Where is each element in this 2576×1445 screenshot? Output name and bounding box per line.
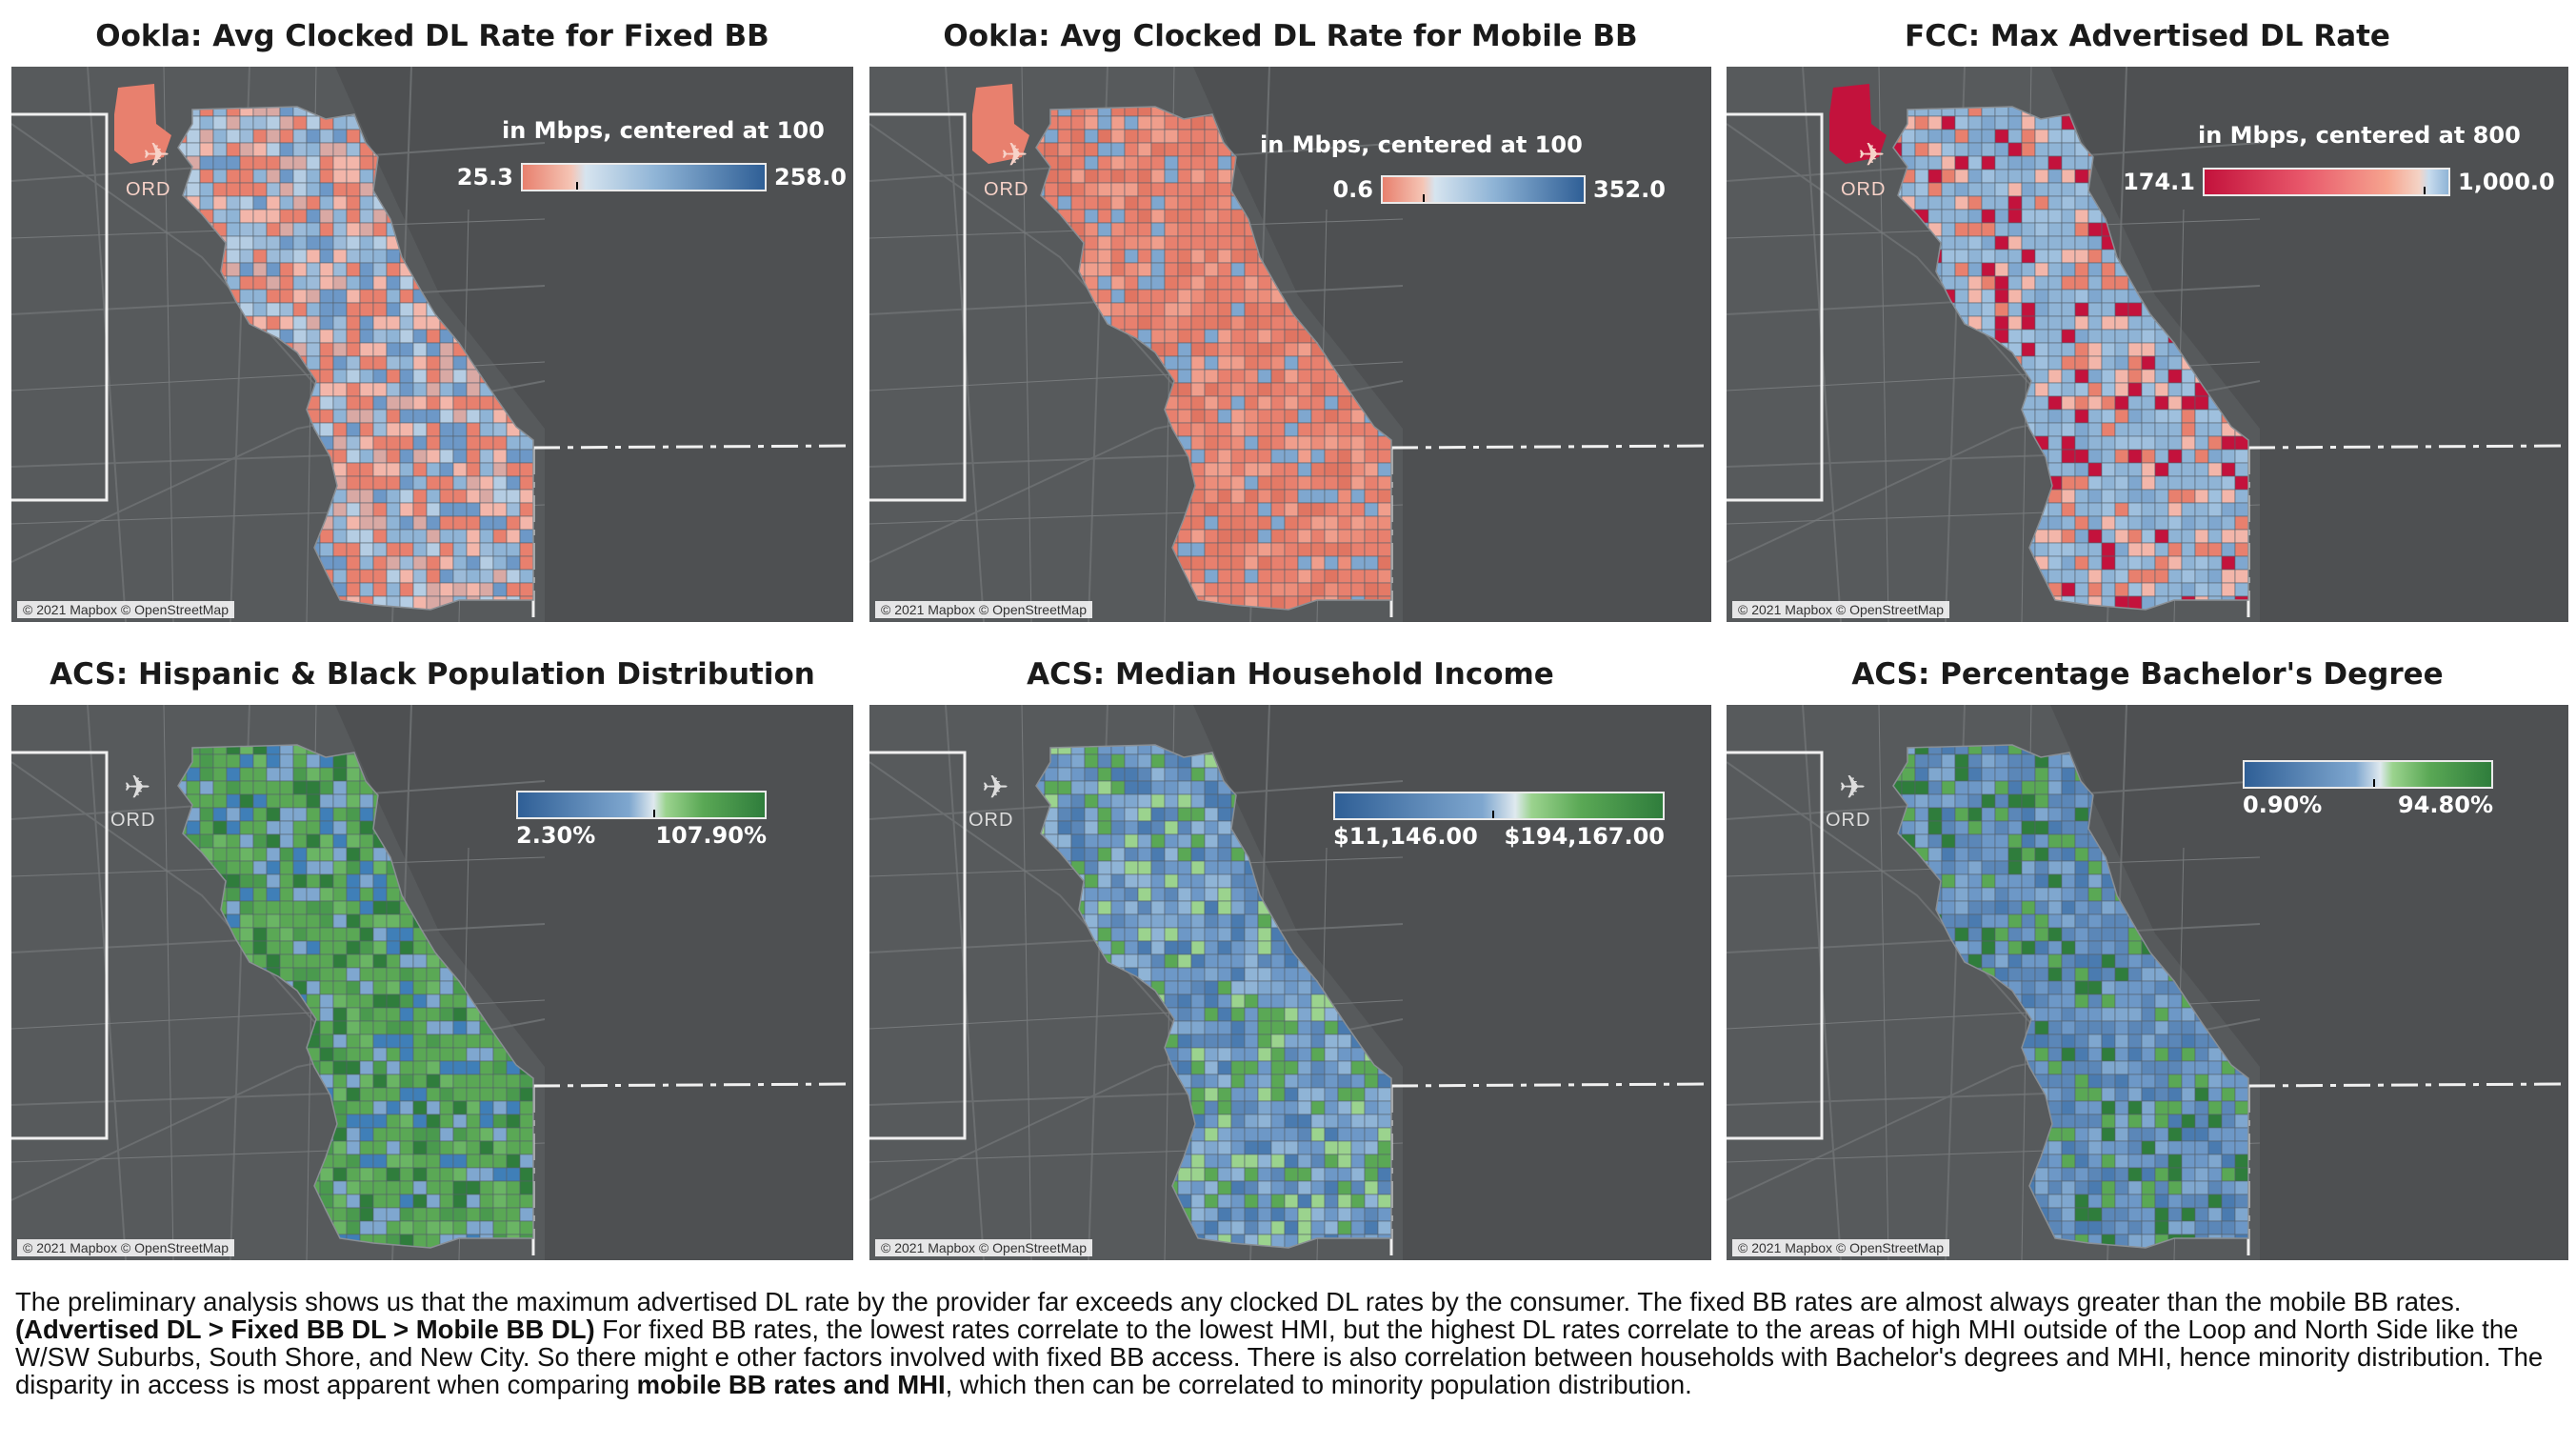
panel-title: FCC: Max Advertised DL Rate	[1905, 19, 2390, 53]
airport-icon: ✈	[124, 769, 151, 807]
legend-max-label: 107.90%	[655, 822, 767, 849]
map-panel-5: ACS: Median Household Income ✈	[869, 646, 1711, 1260]
choropleth-map[interactable]: ✈ ORD in Mbps, centered at 100 0.6 352.0…	[869, 67, 1711, 622]
choropleth-map[interactable]: ✈ ORD in Mbps, centered at 100 25.3 258.…	[11, 67, 853, 622]
legend-max-label: 94.80%	[2398, 792, 2493, 818]
legend-max-label: 258.0	[774, 164, 847, 191]
legend-min-label: 174.1	[2123, 169, 2195, 195]
legend-max-label: 1,000.0	[2458, 169, 2555, 195]
legend-color-bar	[2203, 168, 2450, 196]
airport-label: ORD	[968, 810, 1014, 831]
airport-label: ORD	[110, 810, 156, 831]
caption-text-1: The preliminary analysis shows us that t…	[15, 1287, 2462, 1316]
map-canvas	[1727, 705, 2568, 1260]
map-panel-6: ACS: Percentage Bachelor's Degree	[1727, 646, 2568, 1260]
legend-min-label: $11,146.00	[1333, 823, 1478, 850]
legend-max-label: 352.0	[1593, 176, 1666, 203]
legend-title: in Mbps, centered at 100	[502, 117, 825, 144]
caption-bold-2: mobile BB rates and MHI	[636, 1370, 946, 1399]
legend-min-label: 2.30%	[516, 822, 596, 849]
analysis-caption: The preliminary analysis shows us that t…	[15, 1288, 2558, 1398]
caption-text-2: For fixed BB rates, the lowest rates cor…	[15, 1315, 2544, 1399]
airport-icon: ✈	[1001, 136, 1028, 174]
caption-text-3: , which then can be correlated to minori…	[945, 1370, 1692, 1399]
airport-label: ORD	[1841, 179, 1887, 200]
map-panel-1: Ookla: Avg Clocked DL Rate for Fixed BB	[11, 8, 853, 622]
legend-color-bar	[1333, 792, 1665, 820]
map-attribution[interactable]: © 2021 Mapbox © OpenStreetMap	[875, 1239, 1092, 1256]
map-attribution[interactable]: © 2021 Mapbox © OpenStreetMap	[17, 1239, 234, 1256]
airport-icon: ✈	[982, 769, 1009, 807]
map-attribution[interactable]: © 2021 Mapbox © OpenStreetMap	[1732, 601, 1949, 618]
map-panel-2: Ookla: Avg Clocked DL Rate for Mobile BB	[869, 8, 1711, 622]
airport-label: ORD	[1826, 810, 1871, 831]
panel-title: Ookla: Avg Clocked DL Rate for Fixed BB	[95, 19, 769, 53]
map-canvas	[869, 67, 1711, 622]
legend-title: in Mbps, centered at 100	[1260, 131, 1583, 158]
map-attribution[interactable]: © 2021 Mapbox © OpenStreetMap	[875, 601, 1092, 618]
choropleth-map[interactable]: ✈ ORD in Mbps, centered at 800 174.1 1,0…	[1727, 67, 2568, 622]
legend-color-bar	[516, 791, 767, 819]
legend-color-bar	[1381, 175, 1586, 204]
legend-max-label: $194,167.00	[1504, 823, 1665, 850]
panel-title: ACS: Percentage Bachelor's Degree	[1851, 657, 2444, 692]
panel-title: ACS: Median Household Income	[1027, 657, 1554, 692]
choropleth-map[interactable]: ✈ ORD 0.90% 94.80% © 2021 Mapbox © OpenS…	[1727, 705, 2568, 1260]
map-attribution[interactable]: © 2021 Mapbox © OpenStreetMap	[1732, 1239, 1949, 1256]
choropleth-map[interactable]: ✈ ORD $11,146.00 $194,167.00 © 2021 Mapb…	[869, 705, 1711, 1260]
map-canvas	[11, 67, 853, 622]
map-canvas	[1727, 67, 2568, 622]
legend-color-bar	[521, 163, 767, 191]
legend-min-label: 0.6	[1332, 176, 1373, 203]
legend-title: in Mbps, centered at 800	[2198, 122, 2521, 149]
map-panel-3: FCC: Max Advertised DL Rate ✈	[1727, 8, 2568, 622]
legend-min-label: 0.90%	[2243, 792, 2323, 818]
legend-color-bar	[2243, 760, 2493, 789]
legend-min-label: 25.3	[456, 164, 513, 191]
map-attribution[interactable]: © 2021 Mapbox © OpenStreetMap	[17, 601, 234, 618]
caption-bold-1: (Advertised DL > Fixed BB DL > Mobile BB…	[15, 1315, 595, 1344]
choropleth-map[interactable]: ✈ ORD 2.30% 107.90% © 2021 Mapbox © Open…	[11, 705, 853, 1260]
airport-label: ORD	[126, 179, 171, 200]
airport-label: ORD	[984, 179, 1029, 200]
airport-icon: ✈	[1839, 769, 1867, 807]
airport-icon: ✈	[143, 136, 170, 174]
map-panel-4: ACS: Hispanic & Black Population Distrib…	[11, 646, 853, 1260]
airport-icon: ✈	[1858, 136, 1886, 174]
panel-title: ACS: Hispanic & Black Population Distrib…	[50, 657, 815, 692]
panel-title: Ookla: Avg Clocked DL Rate for Mobile BB	[943, 19, 1638, 53]
